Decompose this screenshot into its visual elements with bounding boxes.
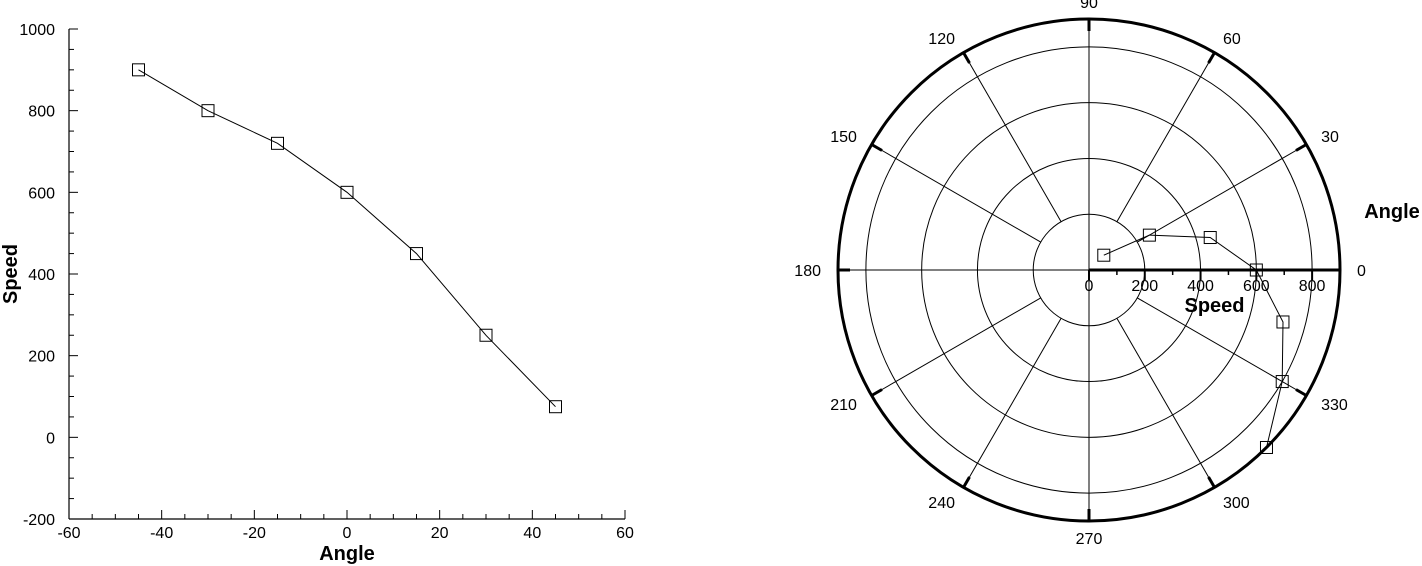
x-tick-label: -60: [57, 525, 80, 542]
polar-series-line: [1103, 234, 1284, 448]
data-point: [201, 104, 215, 118]
polar-angle-tick: [962, 476, 971, 489]
x-tick-label: 0: [343, 525, 352, 542]
y-tick-label: 400: [28, 267, 55, 284]
polar-angle-label: 240: [928, 495, 955, 512]
x-tick-label: 60: [616, 525, 634, 542]
polar-angle-tick: [870, 143, 883, 152]
polar-angle-tick: [1207, 51, 1216, 64]
polar-angle-label: 60: [1223, 31, 1241, 48]
polar-series: [1097, 228, 1290, 454]
polar-chart: 0 30 60 90 120 150 180 210 240 270 300 330 0 200 400 6…: [794, 0, 1419, 548]
polar-data-point: [1259, 440, 1273, 454]
data-point: [410, 247, 423, 261]
polar-angle-label: 180: [794, 263, 821, 280]
polar-radial-tick-label: 200: [1131, 278, 1158, 295]
data-point: [271, 136, 284, 150]
data-point: [479, 328, 493, 342]
data-point: [340, 185, 354, 199]
x-axis-title: Angle: [319, 543, 375, 565]
polar-angle-tick: [870, 388, 883, 397]
polar-data-point: [1142, 228, 1156, 242]
polar-radial-axis: 0 200 400 600 800: [1085, 268, 1340, 295]
polar-angle-tick: [1295, 143, 1308, 152]
polar-angle-label: 150: [830, 129, 857, 146]
y-tick-label: 800: [28, 104, 55, 121]
polar-spoke: [1116, 318, 1215, 488]
polar-angle-tick: [1207, 476, 1216, 489]
polar-radial-tick-label: 800: [1299, 278, 1326, 295]
polar-angle-label: 120: [928, 31, 955, 48]
polar-spoke: [1116, 52, 1215, 222]
polar-angle-label: 210: [830, 397, 857, 414]
polar-data-point: [1276, 315, 1290, 329]
polar-angle-label: 90: [1080, 0, 1098, 12]
polar-data-point: [1203, 231, 1217, 245]
polar-angle-label: 300: [1223, 495, 1250, 512]
polar-data-point: [1249, 263, 1263, 277]
cartesian-axes: [68, 29, 625, 520]
polar-radial-tick-label: 0: [1085, 278, 1094, 295]
polar-radius-title: Speed: [1184, 295, 1244, 317]
polar-angle-label: 330: [1321, 397, 1348, 414]
y-tick-label: 200: [28, 349, 55, 366]
data-point: [132, 63, 145, 77]
y-tick-label: 0: [46, 430, 55, 447]
polar-angle-label: 270: [1076, 531, 1103, 548]
cartesian-ticks: [68, 28, 626, 520]
x-tick-label: 20: [431, 525, 449, 542]
polar-data-point: [1097, 248, 1111, 262]
polar-angle-label: 0: [1357, 263, 1366, 280]
y-axis-title: Speed: [0, 244, 22, 304]
data-point: [549, 400, 562, 414]
y-tick-label: 600: [28, 185, 55, 202]
polar-spoke: [871, 144, 1041, 243]
polar-data-point: [1275, 375, 1289, 389]
polar-radial-tick-label: 600: [1243, 278, 1270, 295]
polar-angle-tick: [962, 51, 971, 64]
x-tick-label: -20: [243, 525, 266, 542]
polar-spoke: [963, 318, 1062, 488]
y-tick-label: -200: [23, 512, 55, 529]
polar-spoke: [963, 52, 1062, 222]
cartesian-series: [132, 63, 562, 414]
y-tick-label: 1000: [19, 22, 55, 39]
series-line: [138, 69, 556, 408]
polar-spoke: [871, 297, 1041, 396]
polar-angle-tick: [1295, 388, 1308, 397]
polar-angle-title: Angle: [1364, 201, 1420, 223]
polar-radial-tick-label: 400: [1187, 278, 1214, 295]
polar-spoke: [1137, 297, 1307, 396]
polar-spoke: [1137, 144, 1307, 243]
polar-angle-label: 30: [1321, 129, 1339, 146]
x-tick-label: -40: [150, 525, 173, 542]
x-tick-label: 40: [523, 525, 541, 542]
polar-angle-labels: 0 30 60 90 120 150 180 210 240 270 300 330: [794, 0, 1366, 548]
